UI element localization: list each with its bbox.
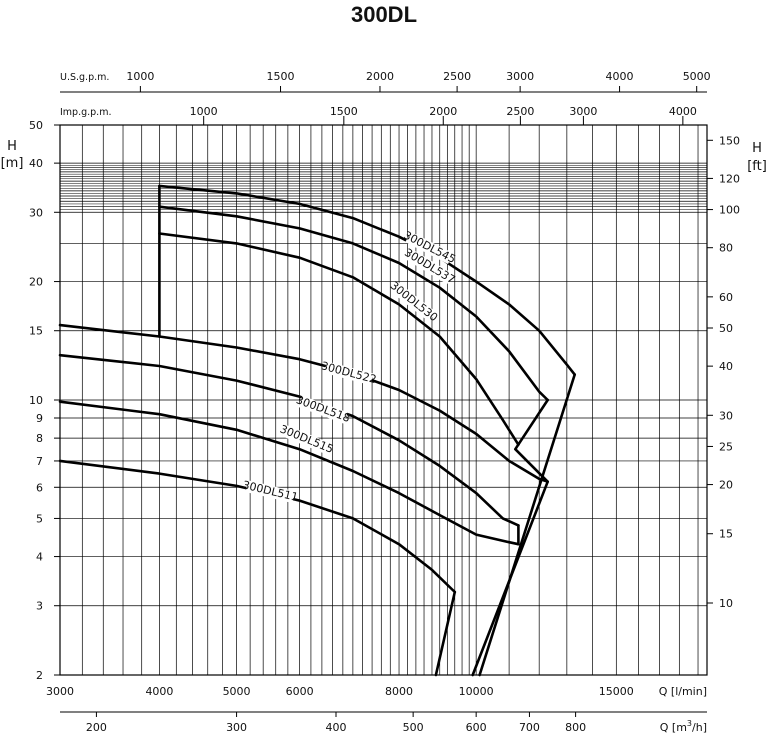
y-ft-tick-label: 80 <box>719 242 733 255</box>
x-m3h-tick-label: 300 <box>226 721 247 734</box>
x-m3h-tick-label: 800 <box>565 721 586 734</box>
x-lpm-tick-label: 6000 <box>286 685 314 698</box>
x-impgpm-tick-label: 1000 <box>190 105 218 118</box>
y-m-axis-title: H <box>7 139 17 154</box>
y-ft-tick-label: 150 <box>719 134 740 147</box>
y-m-tick-label: 4 <box>36 551 43 564</box>
y-m-tick-label: 20 <box>29 276 43 289</box>
curve-layer <box>58 184 576 677</box>
y-ft-axis-unit: [ft] <box>747 159 767 174</box>
curve-label-bg <box>405 249 454 285</box>
x-lpm-axis-title: Q [l/min] <box>659 685 707 698</box>
x-impgpm-tick-label: 1500 <box>330 105 358 118</box>
curve-300dl537 <box>158 205 549 402</box>
x-usgpm-tick-label: 3000 <box>506 70 534 83</box>
x-m3h-tick-label: 700 <box>519 721 540 734</box>
x-m3h-tick-label: 500 <box>403 721 424 734</box>
y-ft-tick-label: 25 <box>719 440 733 453</box>
x-impgpm-tick-label: 3000 <box>569 105 597 118</box>
x-m3h-tick-label: 400 <box>326 721 347 734</box>
x-usgpm-tick-label: 2000 <box>366 70 394 83</box>
curve-label-300dl518: 300DL518 <box>294 393 352 425</box>
axis-layer: 2 3 4 5 6 7 8 9 10 15 20 30 40 50 H [m] 10 15 20 25 30 40 50 60… <box>1 70 767 734</box>
x-m3h-axis-title: Q [m3/h] <box>660 719 707 734</box>
x-usgpm-tick-label: 1000 <box>126 70 154 83</box>
x-impgpm-tick-label: 4000 <box>669 105 697 118</box>
x-lpm-tick-label: 3000 <box>46 685 74 698</box>
x-usgpm-tick-label: 4000 <box>606 70 634 83</box>
y-m-tick-label: 3 <box>36 600 43 613</box>
curve-label-bg <box>323 361 374 386</box>
x-usgpm-tick-label: 2500 <box>443 70 471 83</box>
x-lpm-tick-label: 5000 <box>223 685 251 698</box>
y-m-tick-label: 9 <box>36 412 43 425</box>
x-m3h-tick-label: 600 <box>466 721 487 734</box>
label-layer: 300DL545300DL537300DL530300DL522300DL518… <box>241 229 457 504</box>
x-impgpm-tick-label: 2500 <box>506 105 534 118</box>
y-ft-tick-label: 50 <box>719 322 733 335</box>
x-impgpm-tick-label: 2000 <box>429 105 457 118</box>
y-m-tick-label: 5 <box>36 512 43 525</box>
y-m-tick-label: 7 <box>36 455 43 468</box>
x-impgpm-axis-title: Imp.g.p.m. <box>60 107 111 118</box>
boundary-line <box>471 398 549 677</box>
y-ft-tick-label: 10 <box>719 597 733 610</box>
y-ft-axis-title: H <box>752 141 762 156</box>
x-lpm-tick-label: 8000 <box>385 685 413 698</box>
curve-label-bg <box>391 282 437 322</box>
curve-300dl515 <box>58 400 520 546</box>
y-m-tick-label: 50 <box>29 119 43 132</box>
y-ft-tick-label: 30 <box>719 409 733 422</box>
y-m-tick-label: 10 <box>29 394 43 407</box>
boundary-line <box>434 590 457 677</box>
y-ft-tick-label: 20 <box>719 479 733 492</box>
boundary-line <box>478 373 576 677</box>
y-m-tick-label: 6 <box>36 481 43 494</box>
y-ft-tick-label: 100 <box>719 204 740 217</box>
y-ft-tick-label: 40 <box>719 360 733 373</box>
curve-label-bg <box>298 395 348 424</box>
y-m-tick-label: 30 <box>29 206 43 219</box>
x-usgpm-axis-title: U.S.g.p.m. <box>60 72 109 83</box>
curve-300dl530 <box>158 232 520 446</box>
y-m-axis-unit: [m] <box>1 156 24 171</box>
x-usgpm-tick-label: 1500 <box>267 70 295 83</box>
y-ft-tick-label: 120 <box>719 172 740 185</box>
y-m-tick-label: 8 <box>36 432 43 445</box>
x-m3h-tick-label: 200 <box>86 721 107 734</box>
curve-300dl511 <box>58 459 457 594</box>
x-usgpm-tick-label: 5000 <box>683 70 711 83</box>
curve-label-bg <box>245 480 295 503</box>
curve-300dl522 <box>58 323 549 483</box>
grid-layer <box>59 124 707 676</box>
y-ft-tick-label: 60 <box>719 291 733 304</box>
x-lpm-tick-label: 15000 <box>599 685 634 698</box>
y-m-tick-label: 15 <box>29 325 43 338</box>
y-m-tick-label: 40 <box>29 157 43 170</box>
y-m-tick-label: 2 <box>36 669 43 682</box>
curve-label-300dl522: 300DL522 <box>320 359 378 386</box>
curve-label-bg <box>281 425 331 455</box>
curve-300dl518 <box>58 353 520 527</box>
x-lpm-tick-label: 4000 <box>145 685 173 698</box>
curve-label-bg <box>405 231 454 265</box>
x-lpm-tick-label: 10000 <box>459 685 494 698</box>
chart-title: 300DL <box>350 2 418 27</box>
y-ft-tick-label: 15 <box>719 528 733 541</box>
